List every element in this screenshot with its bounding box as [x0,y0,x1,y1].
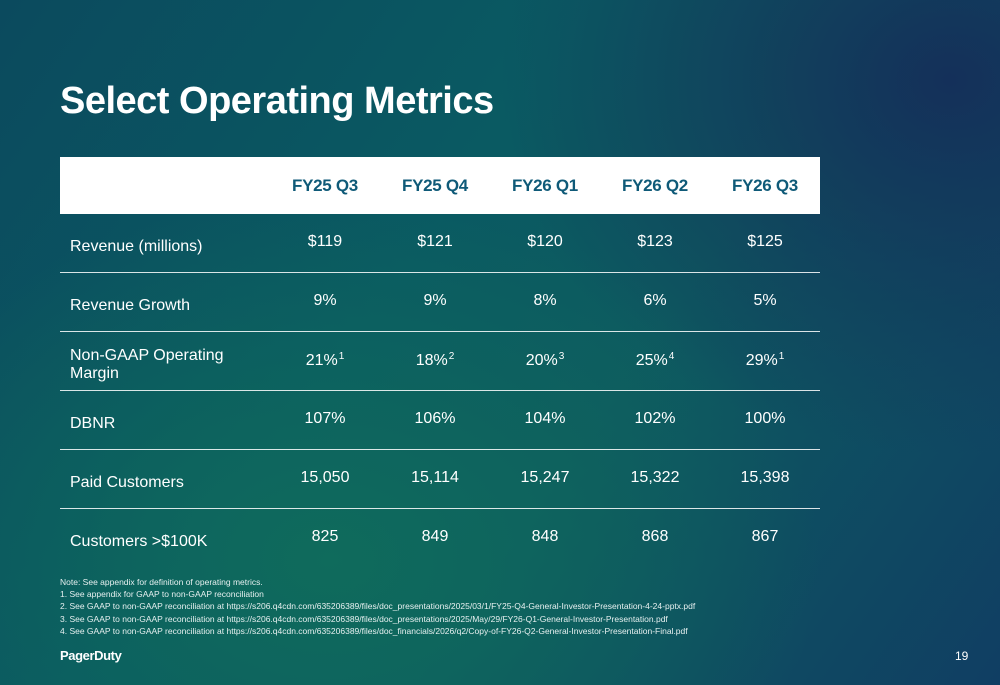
footnote: Note: See appendix for definition of ope… [60,577,263,587]
cell-value: 868 [641,528,669,545]
table-cell: 868 [600,528,710,548]
column-header: FY25 Q3 [292,175,358,195]
table-row: Revenue (millions) $119 $121 $120 $123 $125 [60,214,820,273]
table-cell: 9% [380,292,490,312]
table-cell: 15,050 [270,469,380,489]
table-cell: 25%4 [600,351,710,372]
cell-value: 5% [753,292,777,309]
footnote-marker: 1 [338,350,345,362]
cell-value: 15,050 [300,469,350,486]
cell-value: 15,247 [520,469,570,486]
row-label: Non-GAAP Operating Margin [70,347,224,382]
table-cell: 848 [490,528,600,548]
table-cell: 849 [380,528,490,548]
table-cell: 8% [490,292,600,312]
cell-value: 107% [304,410,346,427]
row-label: Customers >$100K [70,533,208,550]
table-row: Paid Customers 15,050 15,114 15,247 15,322 15… [60,450,820,509]
table-cell: $120 [490,233,600,253]
table-row: Customers >$100K 825 849 848 868 867 [60,509,820,567]
table-cell: $125 [710,233,820,253]
table-cell: 5% [710,292,820,312]
table-row: Revenue Growth 9% 9% 8% 6% 5% [60,273,820,332]
table-cell: 106% [380,410,490,430]
cell-value: 8% [533,292,557,309]
table-row: Non-GAAP Operating Margin 21%1 18%2 20%3 25%… [60,332,820,391]
row-label: DBNR [70,415,116,432]
cell-value: 867 [751,528,779,545]
table-cell: 9% [270,292,380,312]
row-label: Paid Customers [70,474,184,491]
cell-value: 6% [643,292,667,309]
table-header: FY25 Q3 FY25 Q4 FY26 Q1 FY26 Q2 FY26 Q3 [60,157,820,214]
cell-value: 106% [414,410,456,427]
footnote-marker: 2 [448,350,455,362]
table-cell: 102% [600,410,710,430]
cell-value: 100% [744,410,786,427]
table-cell: 15,398 [710,469,820,489]
cell-value: 825 [311,528,339,545]
table-cell: 21%1 [270,351,380,372]
footnote-marker: 4 [668,350,675,362]
footnote: 3. See GAAP to non-GAAP reconciliation a… [60,613,668,624]
cell-value: 849 [421,528,449,545]
page-number: 19 [955,649,969,663]
cell-value: $119 [307,233,343,250]
footnote-marker: 3 [558,350,565,362]
row-label: Revenue (millions) [70,238,203,255]
table-cell: $121 [380,233,490,253]
table-cell: 100% [710,410,820,430]
cell-value: 102% [634,410,676,427]
cell-value: 9% [313,292,337,309]
table-cell: 15,322 [600,469,710,489]
table-cell: 6% [600,292,710,312]
table-cell: 20%3 [490,351,600,372]
table-cell: $119 [270,233,380,253]
cell-value: $120 [527,233,563,250]
cell-value: 21% [305,351,338,369]
table-cell: $123 [600,233,710,253]
table-row: DBNR 107% 106% 104% 102% 100% [60,391,820,450]
column-header: FY25 Q4 [402,175,468,195]
cell-value: 9% [423,292,447,309]
page-title: Select Operating Metrics [60,80,494,122]
table-cell: 107% [270,410,380,430]
table-cell: 15,114 [380,469,490,489]
cell-value: 20% [525,351,558,369]
table-cell: 15,247 [490,469,600,489]
table-cell: 104% [490,410,600,430]
table-cell: 29%1 [710,351,820,372]
table-body: Revenue (millions) $119 $121 $120 $123 $125 Re… [60,214,820,567]
cell-value: 15,398 [740,469,790,486]
footnote: 2. See GAAP to non-GAAP reconciliation a… [60,601,696,612]
column-header: FY26 Q1 [512,175,578,195]
footnote: 4. See GAAP to non-GAAP reconciliation a… [60,625,688,636]
footnotes: Note: See appendix for definition of ope… [60,576,695,637]
column-header: FY26 Q3 [732,175,798,195]
cell-value: 848 [531,528,559,545]
cell-value: 104% [524,410,566,427]
cell-value: 18% [415,351,448,369]
cell-value: 25% [635,351,668,369]
table-cell: 825 [270,528,380,548]
cell-value: 15,114 [411,469,459,486]
company-logo: PagerDuty [60,648,122,663]
cell-value: $123 [637,233,673,250]
footnote: 1. See appendix for GAAP to non-GAAP rec… [60,589,264,600]
row-label: Revenue Growth [70,297,191,314]
table-cell: 18%2 [380,351,490,372]
metrics-table: FY25 Q3 FY25 Q4 FY26 Q1 FY26 Q2 FY26 Q3 … [60,157,820,567]
cell-value: 29% [745,351,778,369]
cell-value: $121 [417,233,453,250]
table-cell: 867 [710,528,820,548]
cell-value: $125 [747,233,783,250]
column-header: FY26 Q2 [622,175,688,195]
cell-value: 15,322 [630,469,680,486]
footnote-marker: 1 [778,350,785,362]
